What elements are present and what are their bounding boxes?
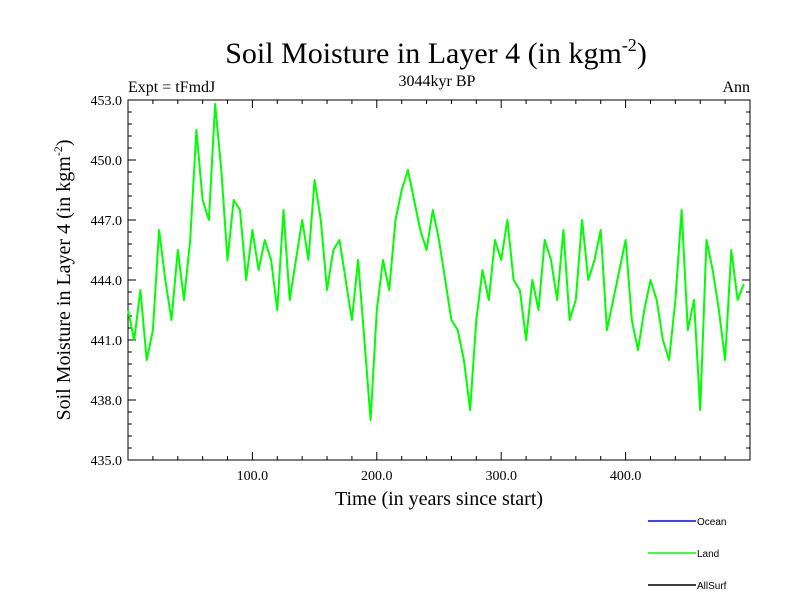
series-line-land [127, 103, 745, 421]
y-tick-label: 453.0 [91, 94, 123, 109]
legend-label-land: Land [697, 549, 719, 560]
legend-label-allsurf: AllSurf [697, 581, 727, 592]
x-axis: 100.0 200.0 300.0 400.0 [152, 100, 726, 484]
y-tick-label: 441.0 [91, 334, 123, 349]
season-label: Ann [722, 79, 750, 96]
x-tick-label: 100.0 [237, 469, 269, 484]
legend-label-ocean: Ocean [697, 517, 726, 528]
x-tick-label: 300.0 [485, 469, 517, 484]
plot-frame [127, 99, 751, 461]
y-tick-label: 435.0 [91, 454, 123, 469]
y-tick-label: 447.0 [91, 214, 123, 229]
y-tick-label: 450.0 [91, 154, 123, 169]
legend: Ocean Land AllSurf [648, 517, 727, 592]
y-tick-label: 438.0 [91, 394, 123, 409]
experiment-label: Expt = tFmdJ [128, 79, 215, 96]
x-tick-label: 400.0 [610, 469, 642, 484]
chart-title: Soil Moisture in Layer 4 (in kgm-2) [225, 35, 647, 70]
x-axis-label: Time (in years since start) [335, 488, 543, 510]
y-axis-label: Soil Moisture in Layer 4 (in kgm-2) [51, 139, 75, 420]
x-tick-label: 200.0 [361, 469, 393, 484]
y-axis: 435.0 438.0 441.0 444.0 447.0 450.0 453.0 [91, 94, 750, 469]
y-tick-label: 444.0 [91, 274, 123, 289]
chart-subtitle: 3044kyr BP [399, 73, 476, 90]
